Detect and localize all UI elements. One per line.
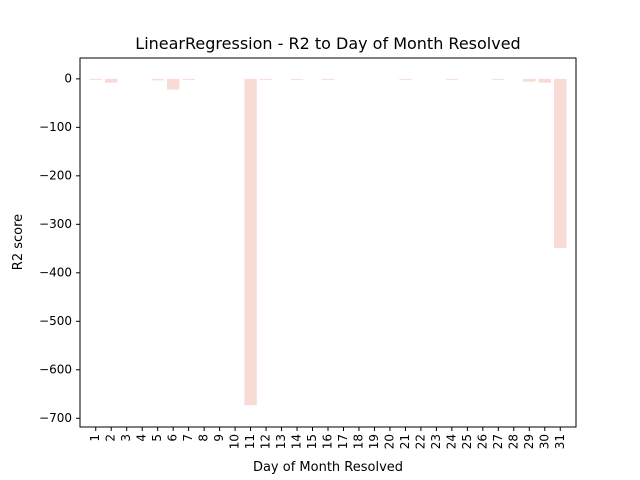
- bar-day-12: [259, 78, 273, 80]
- x-tick-label: 27: [491, 434, 505, 449]
- x-tick-label: 11: [243, 434, 257, 449]
- x-tick-label: 5: [150, 434, 164, 442]
- x-tick-label: 30: [537, 434, 551, 449]
- x-tick-label: 22: [413, 434, 427, 449]
- x-tick-label: 15: [305, 434, 319, 449]
- x-tick-label: 20: [382, 434, 396, 449]
- y-tick-label: −600: [39, 362, 72, 376]
- x-tick-label: 19: [367, 434, 381, 449]
- x-tick-label: 3: [119, 434, 133, 442]
- x-tick-label: 6: [166, 434, 180, 442]
- y-tick-label: 0: [64, 71, 72, 85]
- x-tick-label: 28: [506, 434, 520, 449]
- x-tick-label: 12: [259, 434, 273, 449]
- x-tick-label: 14: [290, 434, 304, 449]
- bar-day-1: [89, 78, 102, 80]
- x-tick-label: 21: [398, 434, 412, 449]
- bar-day-30: [538, 78, 551, 83]
- bar-day-6: [166, 78, 180, 90]
- x-tick-label: 9: [212, 434, 226, 442]
- chart-title: LinearRegression - R2 to Day of Month Re…: [135, 34, 520, 53]
- x-tick-label: 10: [228, 434, 242, 449]
- x-tick-label: 17: [336, 434, 350, 449]
- y-tick-label: −300: [39, 217, 72, 231]
- y-tick-label: −200: [39, 168, 72, 182]
- bar-day-14: [290, 78, 304, 80]
- x-tick-label: 13: [274, 434, 288, 449]
- bar-day-27: [492, 78, 505, 80]
- x-tick-label: 8: [197, 434, 211, 442]
- y-tick-label: −500: [39, 314, 72, 328]
- x-tick-label: 2: [104, 434, 118, 442]
- bar-day-31: [554, 78, 567, 249]
- bar-day-24: [445, 78, 459, 80]
- plot-frame: [79, 57, 577, 428]
- x-tick-label: 7: [181, 434, 195, 442]
- x-tick-label: 16: [321, 434, 335, 449]
- y-tick-label: −400: [39, 265, 72, 279]
- x-tick-label: 24: [444, 434, 458, 449]
- bar-day-21: [399, 78, 412, 80]
- x-tick-label: 4: [135, 434, 149, 442]
- bar-day-11: [244, 78, 257, 406]
- bars-group: [89, 78, 567, 406]
- x-tick-label: 29: [522, 434, 536, 449]
- x-tick-label: 25: [460, 434, 474, 449]
- x-tick-label: 31: [553, 434, 567, 449]
- x-tick-label: 23: [429, 434, 443, 449]
- bar-day-29: [523, 78, 536, 82]
- y-axis-ticks: 0 −100 −200 −300 −400 −500 −600 −700: [39, 71, 80, 425]
- x-tick-label: 1: [88, 434, 102, 442]
- bar-day-7: [182, 78, 195, 80]
- x-tick-label: 26: [475, 434, 489, 449]
- x-axis-label: Day of Month Resolved: [253, 460, 403, 475]
- bar-day-2: [105, 78, 118, 83]
- y-axis-label: R2 score: [11, 214, 26, 270]
- x-tick-label: 18: [351, 434, 365, 449]
- y-tick-label: −100: [39, 120, 72, 134]
- bar-day-5: [151, 78, 164, 81]
- y-tick-label: −700: [39, 411, 72, 425]
- bar-day-16: [321, 78, 335, 80]
- x-axis-ticks: 1 2 3 4 5 6 7 8 9 10 11 12 13 14 15 16 17 18 19 20 21 22 23 24 2…: [88, 427, 567, 449]
